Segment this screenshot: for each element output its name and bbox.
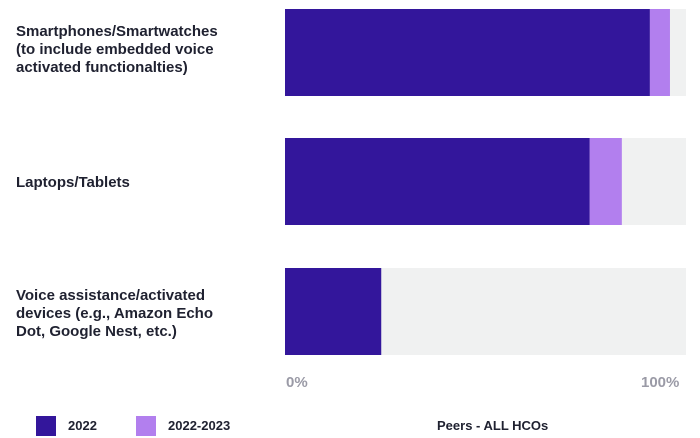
category-label-smartphones: Smartphones/Smartwatches (to include emb… — [16, 23, 218, 76]
category-label-voice-assistance: Voice assistance/activated devices (e.g.… — [16, 287, 213, 340]
peers-label: Peers - ALL HCOs — [437, 418, 549, 433]
bar-2022-1 — [285, 138, 590, 225]
bar-2022-0 — [285, 9, 650, 96]
bar-2022-2023-0 — [649, 9, 670, 96]
bar-2022-2 — [285, 268, 382, 355]
x-tick-0: 0% — [286, 374, 308, 391]
legend-label-2022: 2022 — [68, 418, 97, 433]
bar-2022-2023-1 — [589, 138, 622, 225]
x-tick-100: 100% — [641, 374, 680, 391]
legend-swatch-2022 — [36, 416, 56, 436]
legend-swatch-2022-2023 — [136, 416, 156, 436]
category-label-laptops: Laptops/Tablets — [16, 174, 130, 191]
legend-label-2022-2023: 2022-2023 — [168, 418, 231, 433]
